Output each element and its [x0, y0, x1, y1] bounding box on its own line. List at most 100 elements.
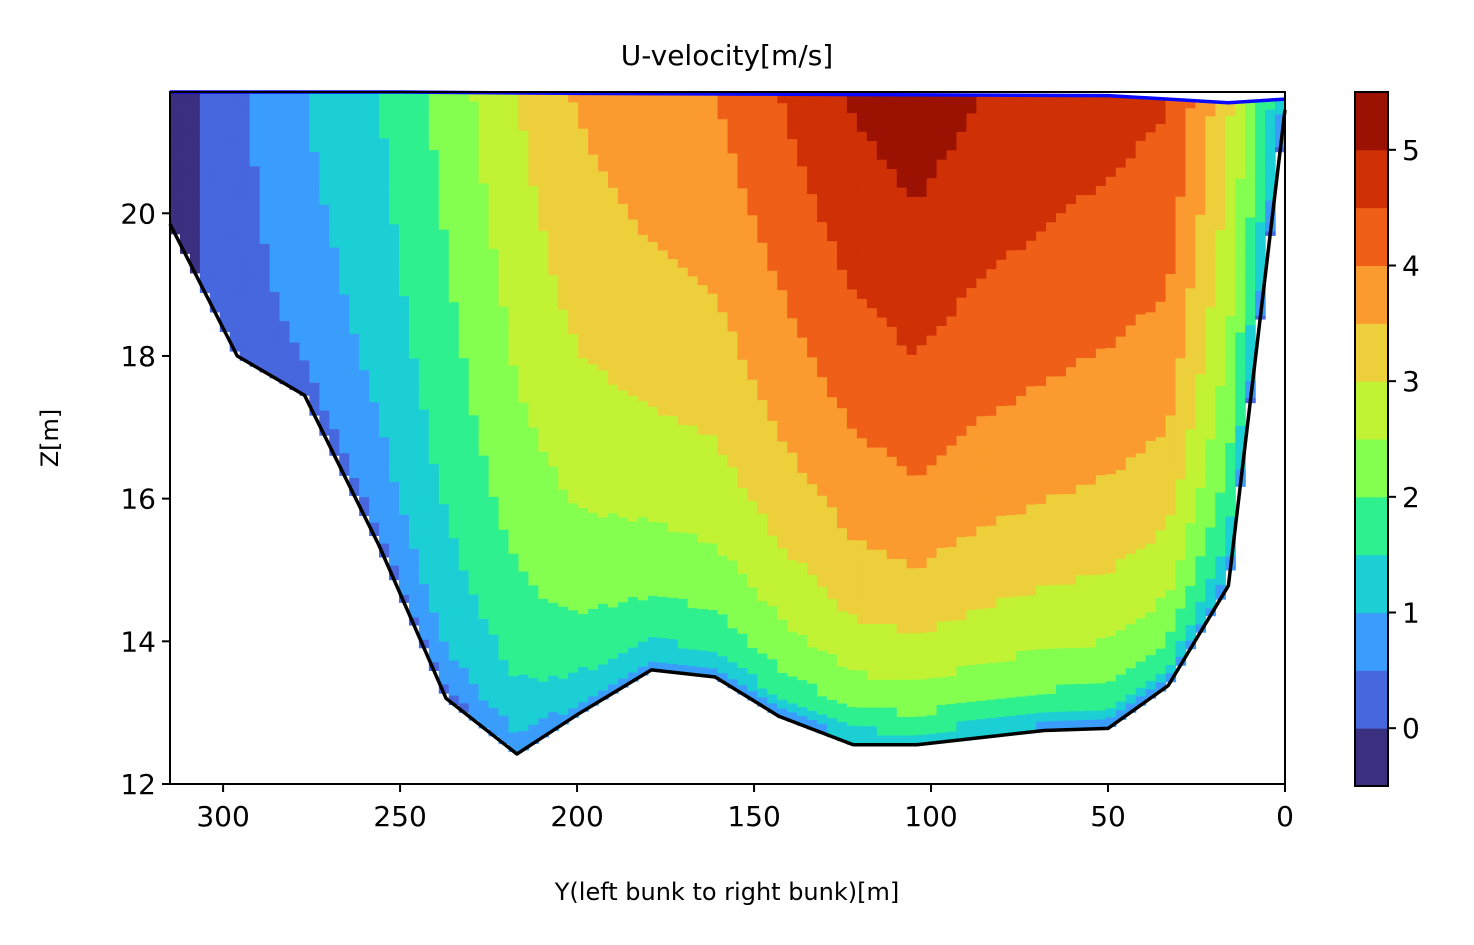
contour-cell — [568, 182, 579, 193]
contour-cell — [478, 228, 490, 239]
contour-cell — [727, 424, 739, 434]
contour-cell — [329, 377, 340, 384]
contour-cell — [339, 436, 350, 443]
contour-cell — [408, 221, 420, 230]
contour-cell — [170, 185, 181, 188]
contour-cell — [468, 549, 480, 560]
contour-cell — [498, 511, 510, 522]
contour-cell — [209, 230, 221, 234]
contour-cell — [548, 384, 559, 395]
contour-cell — [657, 225, 669, 235]
contour-cell — [866, 726, 878, 737]
contour-cell — [170, 211, 181, 215]
contour-cell — [747, 604, 758, 614]
contour-cell — [189, 223, 201, 227]
contour-cell — [617, 500, 629, 510]
contour-cell — [319, 307, 330, 314]
contour-cell — [757, 242, 768, 253]
contour-cell — [299, 96, 310, 102]
contour-cell — [189, 234, 201, 238]
contour-cell — [538, 231, 549, 241]
contour-cell — [548, 211, 559, 222]
contour-cell — [189, 97, 201, 101]
contour-cell — [269, 291, 281, 297]
contour-cell — [229, 188, 241, 193]
contour-cell — [170, 122, 181, 125]
contour-cell — [787, 569, 798, 579]
contour-cell — [229, 262, 241, 267]
contour-cell — [647, 604, 659, 613]
contour-cell — [747, 673, 758, 684]
contour-cell — [558, 687, 569, 698]
contour-cell — [468, 388, 480, 398]
contour-cell — [448, 232, 460, 242]
contour-cell — [657, 192, 669, 202]
contour-cell — [617, 127, 629, 137]
contour-cell — [229, 258, 241, 263]
contour-cell — [558, 291, 569, 302]
contour-cell — [488, 533, 500, 544]
contour-cell — [777, 129, 788, 140]
contour-cell — [299, 195, 310, 201]
contour-cell — [458, 676, 470, 687]
contour-cell — [667, 482, 679, 492]
contour-cell — [518, 224, 529, 235]
contour-cell — [299, 226, 310, 232]
contour-cell — [438, 495, 450, 505]
contour-cell — [199, 140, 211, 145]
contour-cell — [379, 503, 390, 511]
contour-cell — [309, 147, 320, 153]
contour-cell — [568, 244, 579, 255]
contour-cell — [279, 371, 291, 376]
contour-cell — [170, 209, 181, 213]
contour-cell — [578, 587, 589, 598]
contour-cell — [508, 582, 520, 593]
contour-cell — [827, 488, 838, 499]
contour-cell — [339, 217, 350, 224]
contour-cell — [379, 443, 390, 452]
contour-cell — [329, 335, 340, 342]
contour-cell — [817, 194, 828, 205]
contour-cell — [757, 636, 768, 646]
contour-cell — [627, 362, 639, 372]
contour-cell — [428, 141, 440, 151]
contour-cell — [568, 521, 579, 531]
contour-cell — [817, 386, 828, 396]
contour-cell — [170, 187, 181, 190]
contour-cell — [568, 218, 579, 228]
contour-cell — [608, 684, 619, 694]
contour-cell — [866, 196, 878, 207]
contour-cell — [667, 465, 679, 475]
contour-cell — [657, 159, 669, 169]
contour-cell — [508, 572, 520, 583]
contour-cell — [727, 339, 739, 350]
contour-cell — [856, 215, 868, 226]
contour-cell — [179, 98, 191, 102]
contour-cell — [866, 122, 878, 133]
contour-cell — [647, 101, 659, 111]
contour-cell — [339, 212, 350, 219]
contour-cell — [279, 171, 291, 176]
contour-cell — [428, 183, 440, 192]
contour-cell — [697, 293, 709, 303]
contour-cell — [757, 443, 768, 454]
contour-cell — [418, 155, 430, 165]
contour-cell — [508, 168, 520, 179]
contour-cell — [747, 552, 758, 563]
contour-cell — [428, 315, 440, 325]
contour-cell — [508, 487, 520, 498]
contour-cell — [627, 144, 639, 153]
contour-cell — [846, 707, 858, 718]
contour-cell — [219, 153, 231, 158]
contour-cell — [259, 267, 271, 273]
contour-cell — [876, 187, 888, 198]
contour-cell — [617, 542, 629, 552]
contour-cell — [797, 590, 808, 600]
contour-cell — [488, 607, 500, 617]
contour-cell — [846, 651, 858, 662]
contour-cell — [359, 394, 370, 402]
contour-cell — [279, 337, 291, 343]
contour-cell — [598, 154, 609, 164]
contour-cell — [817, 167, 828, 178]
contour-cell — [807, 339, 818, 349]
